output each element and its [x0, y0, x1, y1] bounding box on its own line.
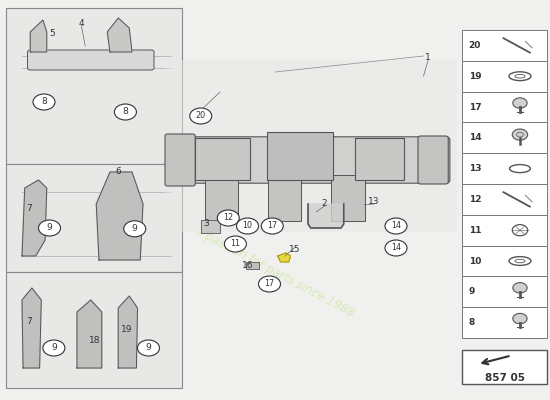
FancyBboxPatch shape: [165, 60, 456, 232]
Circle shape: [138, 340, 160, 356]
Circle shape: [124, 221, 146, 237]
Text: 16: 16: [242, 261, 253, 270]
Circle shape: [33, 94, 55, 110]
Text: 6: 6: [116, 167, 121, 176]
FancyBboxPatch shape: [165, 134, 195, 186]
Text: 14: 14: [391, 244, 401, 252]
Text: 7: 7: [26, 318, 31, 326]
Circle shape: [385, 218, 407, 234]
Circle shape: [114, 104, 136, 120]
Circle shape: [43, 340, 65, 356]
Text: 9: 9: [146, 344, 151, 352]
Circle shape: [512, 129, 527, 140]
Polygon shape: [22, 180, 47, 256]
Text: 13: 13: [469, 164, 481, 173]
Text: 5: 5: [481, 146, 514, 190]
Text: 1: 1: [425, 54, 431, 62]
FancyBboxPatch shape: [462, 122, 547, 153]
FancyBboxPatch shape: [201, 220, 220, 233]
Text: 12: 12: [469, 195, 481, 204]
Text: 8: 8: [481, 50, 514, 94]
Text: 12: 12: [223, 214, 233, 222]
Text: 8: 8: [41, 98, 47, 106]
Text: 7: 7: [26, 204, 31, 213]
Text: 10: 10: [243, 222, 252, 230]
FancyBboxPatch shape: [6, 272, 182, 388]
Text: 8: 8: [123, 108, 128, 116]
Polygon shape: [118, 296, 138, 368]
FancyBboxPatch shape: [462, 307, 547, 338]
Text: 14: 14: [391, 222, 401, 230]
Text: a passion for parts since 1988: a passion for parts since 1988: [193, 224, 357, 320]
Polygon shape: [96, 172, 143, 260]
Text: 9: 9: [51, 344, 57, 352]
Polygon shape: [30, 20, 47, 52]
Text: 11: 11: [469, 226, 481, 235]
Circle shape: [224, 236, 246, 252]
Circle shape: [258, 276, 280, 292]
Text: 19: 19: [469, 72, 481, 81]
Text: 5: 5: [50, 29, 55, 38]
Text: 14: 14: [469, 133, 481, 142]
Text: 4: 4: [79, 20, 84, 28]
FancyBboxPatch shape: [6, 164, 182, 272]
FancyBboxPatch shape: [268, 175, 301, 221]
FancyBboxPatch shape: [462, 215, 547, 246]
FancyBboxPatch shape: [6, 8, 182, 164]
Text: 2: 2: [322, 200, 327, 208]
Text: 17: 17: [267, 222, 277, 230]
FancyBboxPatch shape: [418, 136, 448, 184]
Circle shape: [217, 210, 239, 226]
Circle shape: [190, 108, 212, 124]
Text: 13: 13: [368, 198, 379, 206]
Text: 8: 8: [481, 98, 514, 142]
Text: 18: 18: [90, 336, 101, 345]
FancyBboxPatch shape: [462, 61, 547, 92]
Text: 3: 3: [204, 220, 209, 228]
Circle shape: [385, 240, 407, 256]
Circle shape: [513, 98, 527, 108]
FancyBboxPatch shape: [462, 246, 547, 276]
Text: 8: 8: [469, 318, 475, 327]
Polygon shape: [77, 300, 102, 368]
FancyBboxPatch shape: [462, 350, 547, 384]
Text: 20: 20: [196, 112, 206, 120]
Text: 9: 9: [132, 224, 138, 233]
Text: 20: 20: [469, 41, 481, 50]
FancyBboxPatch shape: [462, 153, 547, 184]
FancyBboxPatch shape: [331, 175, 365, 221]
Text: 17: 17: [469, 102, 481, 112]
FancyBboxPatch shape: [267, 132, 333, 180]
Text: 17: 17: [265, 280, 274, 288]
Polygon shape: [308, 204, 344, 228]
FancyBboxPatch shape: [205, 175, 238, 221]
Text: 11: 11: [230, 240, 240, 248]
FancyBboxPatch shape: [355, 138, 404, 180]
Text: 19: 19: [121, 326, 132, 334]
Text: 857 05: 857 05: [485, 373, 525, 383]
Polygon shape: [278, 253, 290, 262]
Text: 15: 15: [289, 246, 300, 254]
FancyBboxPatch shape: [166, 137, 450, 183]
Circle shape: [513, 282, 527, 293]
FancyBboxPatch shape: [28, 50, 154, 70]
Circle shape: [236, 218, 258, 234]
FancyBboxPatch shape: [246, 262, 259, 269]
Circle shape: [39, 220, 60, 236]
FancyBboxPatch shape: [462, 184, 547, 215]
Text: 9: 9: [47, 224, 52, 232]
FancyBboxPatch shape: [462, 30, 547, 61]
FancyBboxPatch shape: [462, 276, 547, 307]
FancyBboxPatch shape: [462, 92, 547, 122]
Polygon shape: [22, 288, 41, 368]
FancyBboxPatch shape: [195, 138, 250, 180]
Circle shape: [261, 218, 283, 234]
Text: 10: 10: [469, 256, 481, 266]
Text: 9: 9: [469, 287, 475, 296]
Circle shape: [513, 313, 527, 324]
Polygon shape: [107, 18, 132, 52]
